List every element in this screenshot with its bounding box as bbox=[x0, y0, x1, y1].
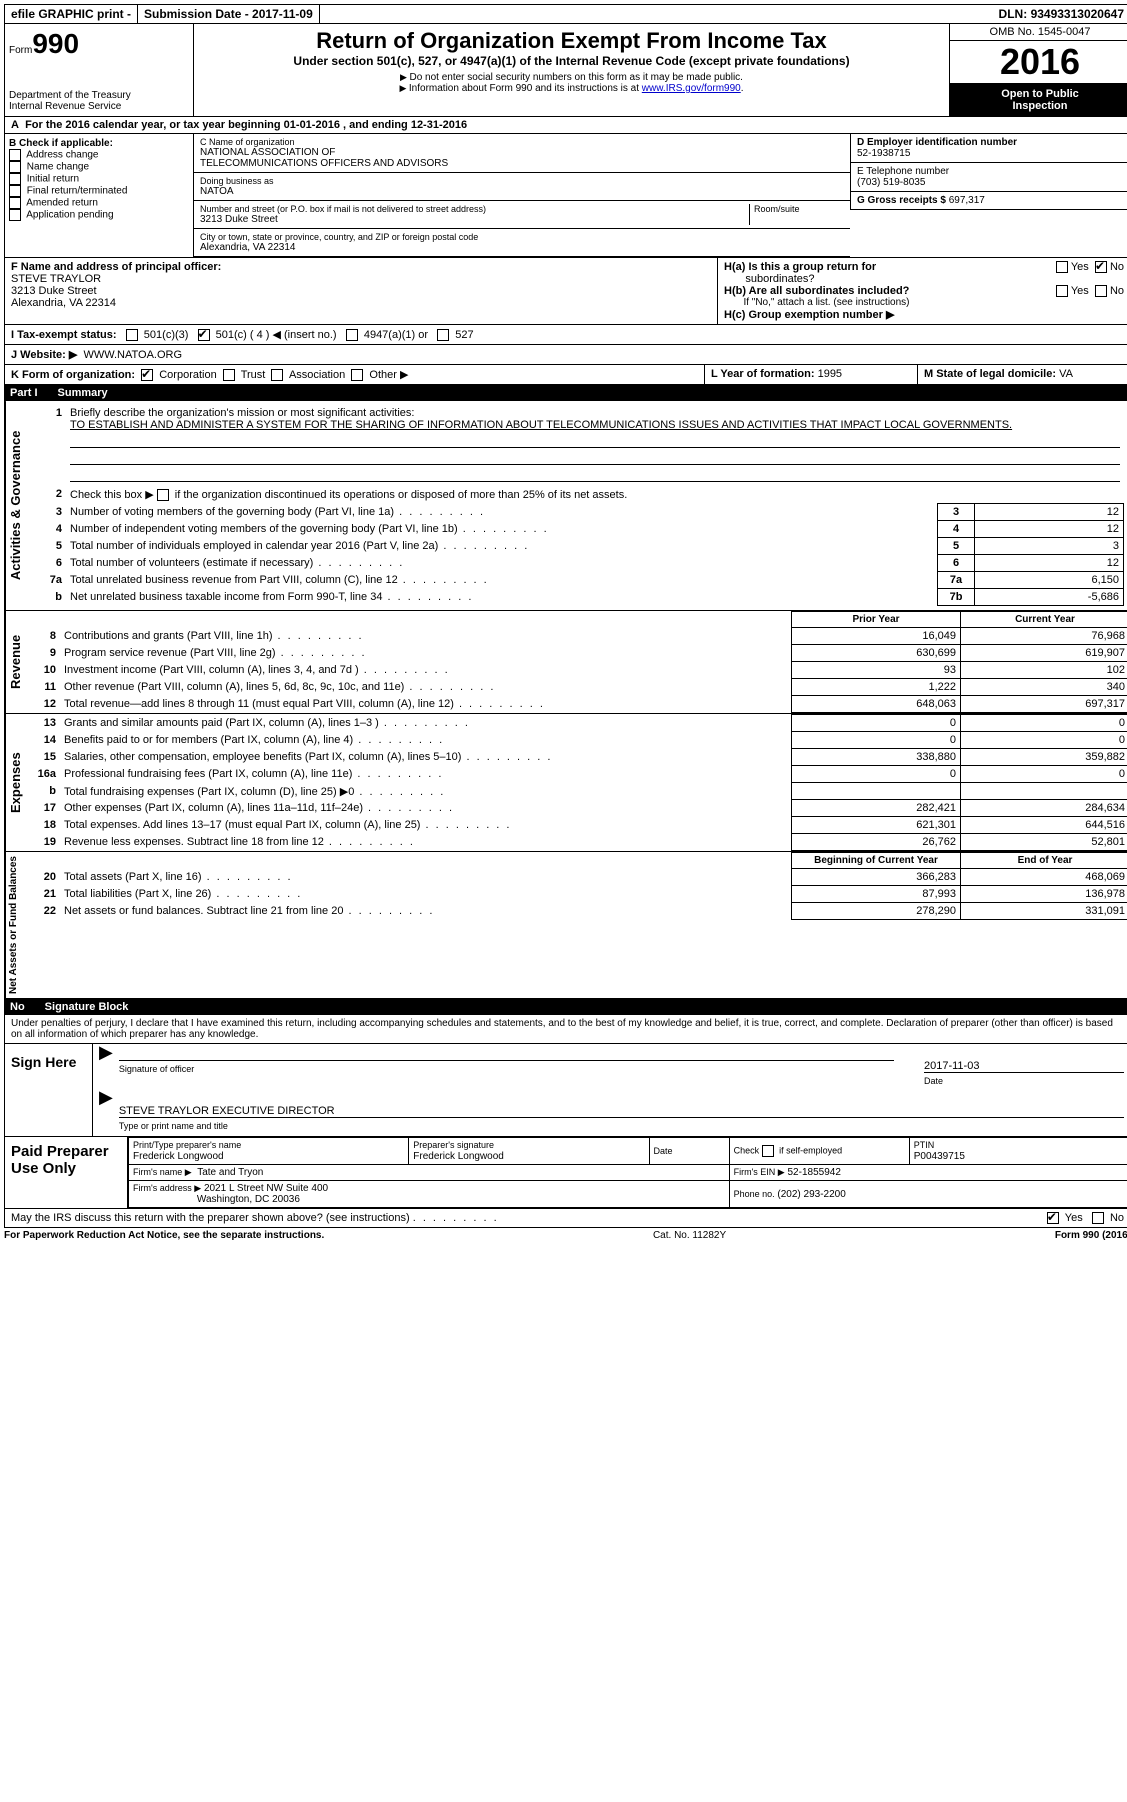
box-b-item: Name change bbox=[9, 161, 189, 173]
box-j: J Website: ▶ WWW.NATOA.ORG bbox=[5, 344, 1127, 364]
i-4947-checkbox[interactable] bbox=[346, 329, 358, 341]
header-mid: Return of Organization Exempt From Incom… bbox=[194, 24, 949, 116]
summary-row: 7aTotal unrelated business revenue from … bbox=[36, 572, 1124, 589]
summary-row: 4Number of independent voting members of… bbox=[36, 521, 1124, 538]
ha-no-checkbox[interactable] bbox=[1095, 261, 1107, 273]
sign-here-block: Sign Here ▶ Signature of officer 2017-11… bbox=[4, 1044, 1127, 1137]
data-row: 9Program service revenue (Part VIII, lin… bbox=[30, 645, 1127, 662]
box-b-checkbox[interactable] bbox=[9, 209, 21, 221]
data-row: 22Net assets or fund balances. Subtract … bbox=[30, 903, 1127, 920]
preparer-block: Paid Preparer Use Only Print/Type prepar… bbox=[4, 1137, 1127, 1209]
data-row: 8Contributions and grants (Part VIII, li… bbox=[30, 628, 1127, 645]
hb-yes-checkbox[interactable] bbox=[1056, 285, 1068, 297]
net-assets-label: Net Assets or Fund Balances bbox=[5, 852, 30, 998]
irs-link[interactable]: www.IRS.gov/form990 bbox=[642, 83, 741, 94]
k-other-checkbox[interactable] bbox=[351, 369, 363, 381]
summary-row: 3Number of voting members of the governi… bbox=[36, 504, 1124, 521]
data-row: bTotal fundraising expenses (Part IX, co… bbox=[30, 783, 1127, 800]
form-number: 990 bbox=[32, 28, 79, 59]
data-row: 14Benefits paid to or for members (Part … bbox=[30, 732, 1127, 749]
sig-date: 2017-11-03 bbox=[924, 1060, 1124, 1073]
part2-header: No Signature Block bbox=[4, 999, 1127, 1015]
part1-body: Activities & Governance 1 Briefly descri… bbox=[4, 401, 1127, 999]
self-employed-checkbox[interactable] bbox=[762, 1145, 774, 1157]
header-left: Form990 Department of the Treasury Inter… bbox=[5, 24, 194, 116]
k-corp-checkbox[interactable] bbox=[141, 369, 153, 381]
tax-year: 2016 bbox=[950, 41, 1127, 84]
top-bar: efile GRAPHIC print - Submission Date - … bbox=[4, 4, 1127, 24]
i-527-checkbox[interactable] bbox=[437, 329, 449, 341]
part1-header: Part I Summary bbox=[4, 385, 1127, 401]
box-b-checkbox[interactable] bbox=[9, 149, 21, 161]
form-title: Return of Organization Exempt From Incom… bbox=[198, 28, 945, 54]
expenses-label: Expenses bbox=[5, 714, 30, 851]
efile-label: efile GRAPHIC print - bbox=[5, 5, 138, 23]
ein-value: 52-1938715 bbox=[857, 148, 910, 159]
box-b-item: Initial return bbox=[9, 173, 189, 185]
box-b-checkbox[interactable] bbox=[9, 173, 21, 185]
data-row: 19Revenue less expenses. Subtract line 1… bbox=[30, 834, 1127, 851]
submission-cell: Submission Date - 2017-11-09 bbox=[138, 5, 320, 23]
arrow-icon: ▶ bbox=[99, 1093, 119, 1132]
data-row: 10Investment income (Part VIII, column (… bbox=[30, 662, 1127, 679]
box-b-checkbox[interactable] bbox=[9, 161, 21, 173]
summary-row: 6Total number of volunteers (estimate if… bbox=[36, 555, 1124, 572]
discuss-row: May the IRS discuss this return with the… bbox=[4, 1209, 1127, 1228]
footer: For Paperwork Reduction Act Notice, see … bbox=[4, 1228, 1127, 1243]
box-b-item: Final return/terminated bbox=[9, 185, 189, 197]
i-501c-checkbox[interactable] bbox=[198, 329, 210, 341]
section-a: A For the 2016 calendar year, or tax yea… bbox=[4, 117, 1127, 385]
box-f: F Name and address of principal officer:… bbox=[5, 258, 718, 324]
box-l: L Year of formation: 1995 bbox=[705, 365, 918, 384]
hb-no-checkbox[interactable] bbox=[1095, 285, 1107, 297]
box-b-item: Amended return bbox=[9, 197, 189, 209]
box-b-checkbox[interactable] bbox=[9, 185, 21, 197]
revenue-label: Revenue bbox=[5, 611, 30, 713]
box-deg: D Employer identification number 52-1938… bbox=[850, 134, 1127, 257]
header-right: OMB No. 1545-0047 2016 Open to Public In… bbox=[949, 24, 1127, 116]
governance-label: Activities & Governance bbox=[5, 401, 30, 610]
box-k: K Form of organization: Corporation Trus… bbox=[5, 365, 705, 384]
data-row: 21Total liabilities (Part X, line 26)87,… bbox=[30, 886, 1127, 903]
data-row: 17Other expenses (Part IX, column (A), l… bbox=[30, 800, 1127, 817]
data-row: 12Total revenue—add lines 8 through 11 (… bbox=[30, 696, 1127, 713]
k-trust-checkbox[interactable] bbox=[223, 369, 235, 381]
ha-yes-checkbox[interactable] bbox=[1056, 261, 1068, 273]
declaration: Under penalties of perjury, I declare th… bbox=[4, 1015, 1127, 1044]
data-row: 16aProfessional fundraising fees (Part I… bbox=[30, 766, 1127, 783]
data-row: 13Grants and similar amounts paid (Part … bbox=[30, 715, 1127, 732]
summary-row: bNet unrelated business taxable income f… bbox=[36, 589, 1124, 606]
phone-value: (703) 519-8035 bbox=[857, 177, 925, 188]
line2-checkbox[interactable] bbox=[157, 489, 169, 501]
i-501c3-checkbox[interactable] bbox=[126, 329, 138, 341]
box-c: C Name of organization NATIONAL ASSOCIAT… bbox=[194, 134, 850, 257]
form-header: Form990 Department of the Treasury Inter… bbox=[4, 24, 1127, 117]
box-i: I Tax-exempt status: 501(c)(3) 501(c) ( … bbox=[5, 325, 1127, 344]
box-b-item: Application pending bbox=[9, 209, 189, 221]
data-row: 18Total expenses. Add lines 13–17 (must … bbox=[30, 817, 1127, 834]
mission-text: TO ESTABLISH AND ADMINISTER A SYSTEM FOR… bbox=[70, 419, 1012, 431]
k-assoc-checkbox[interactable] bbox=[271, 369, 283, 381]
dln-cell: DLN: 93493313020647 bbox=[993, 5, 1127, 23]
discuss-no-checkbox[interactable] bbox=[1092, 1212, 1104, 1224]
open-inspection: Open to Public Inspection bbox=[950, 84, 1127, 116]
discuss-yes-checkbox[interactable] bbox=[1047, 1212, 1059, 1224]
box-m: M State of legal domicile: VA bbox=[918, 365, 1127, 384]
box-b: B Check if applicable: Address change Na… bbox=[5, 134, 194, 257]
tax-year-range: A For the 2016 calendar year, or tax yea… bbox=[5, 117, 1127, 134]
gross-receipts: 697,317 bbox=[949, 195, 985, 206]
summary-row: 5Total number of individuals employed in… bbox=[36, 538, 1124, 555]
data-row: 15Salaries, other compensation, employee… bbox=[30, 749, 1127, 766]
arrow-icon: ▶ bbox=[99, 1048, 119, 1087]
data-row: 20Total assets (Part X, line 16)366,2834… bbox=[30, 869, 1127, 886]
box-b-item: Address change bbox=[9, 149, 189, 161]
box-b-checkbox[interactable] bbox=[9, 197, 21, 209]
data-row: 11Other revenue (Part VIII, column (A), … bbox=[30, 679, 1127, 696]
box-h: H(a) Is this a group return for Yes No s… bbox=[718, 258, 1127, 324]
website-value: WWW.NATOA.ORG bbox=[83, 349, 182, 361]
